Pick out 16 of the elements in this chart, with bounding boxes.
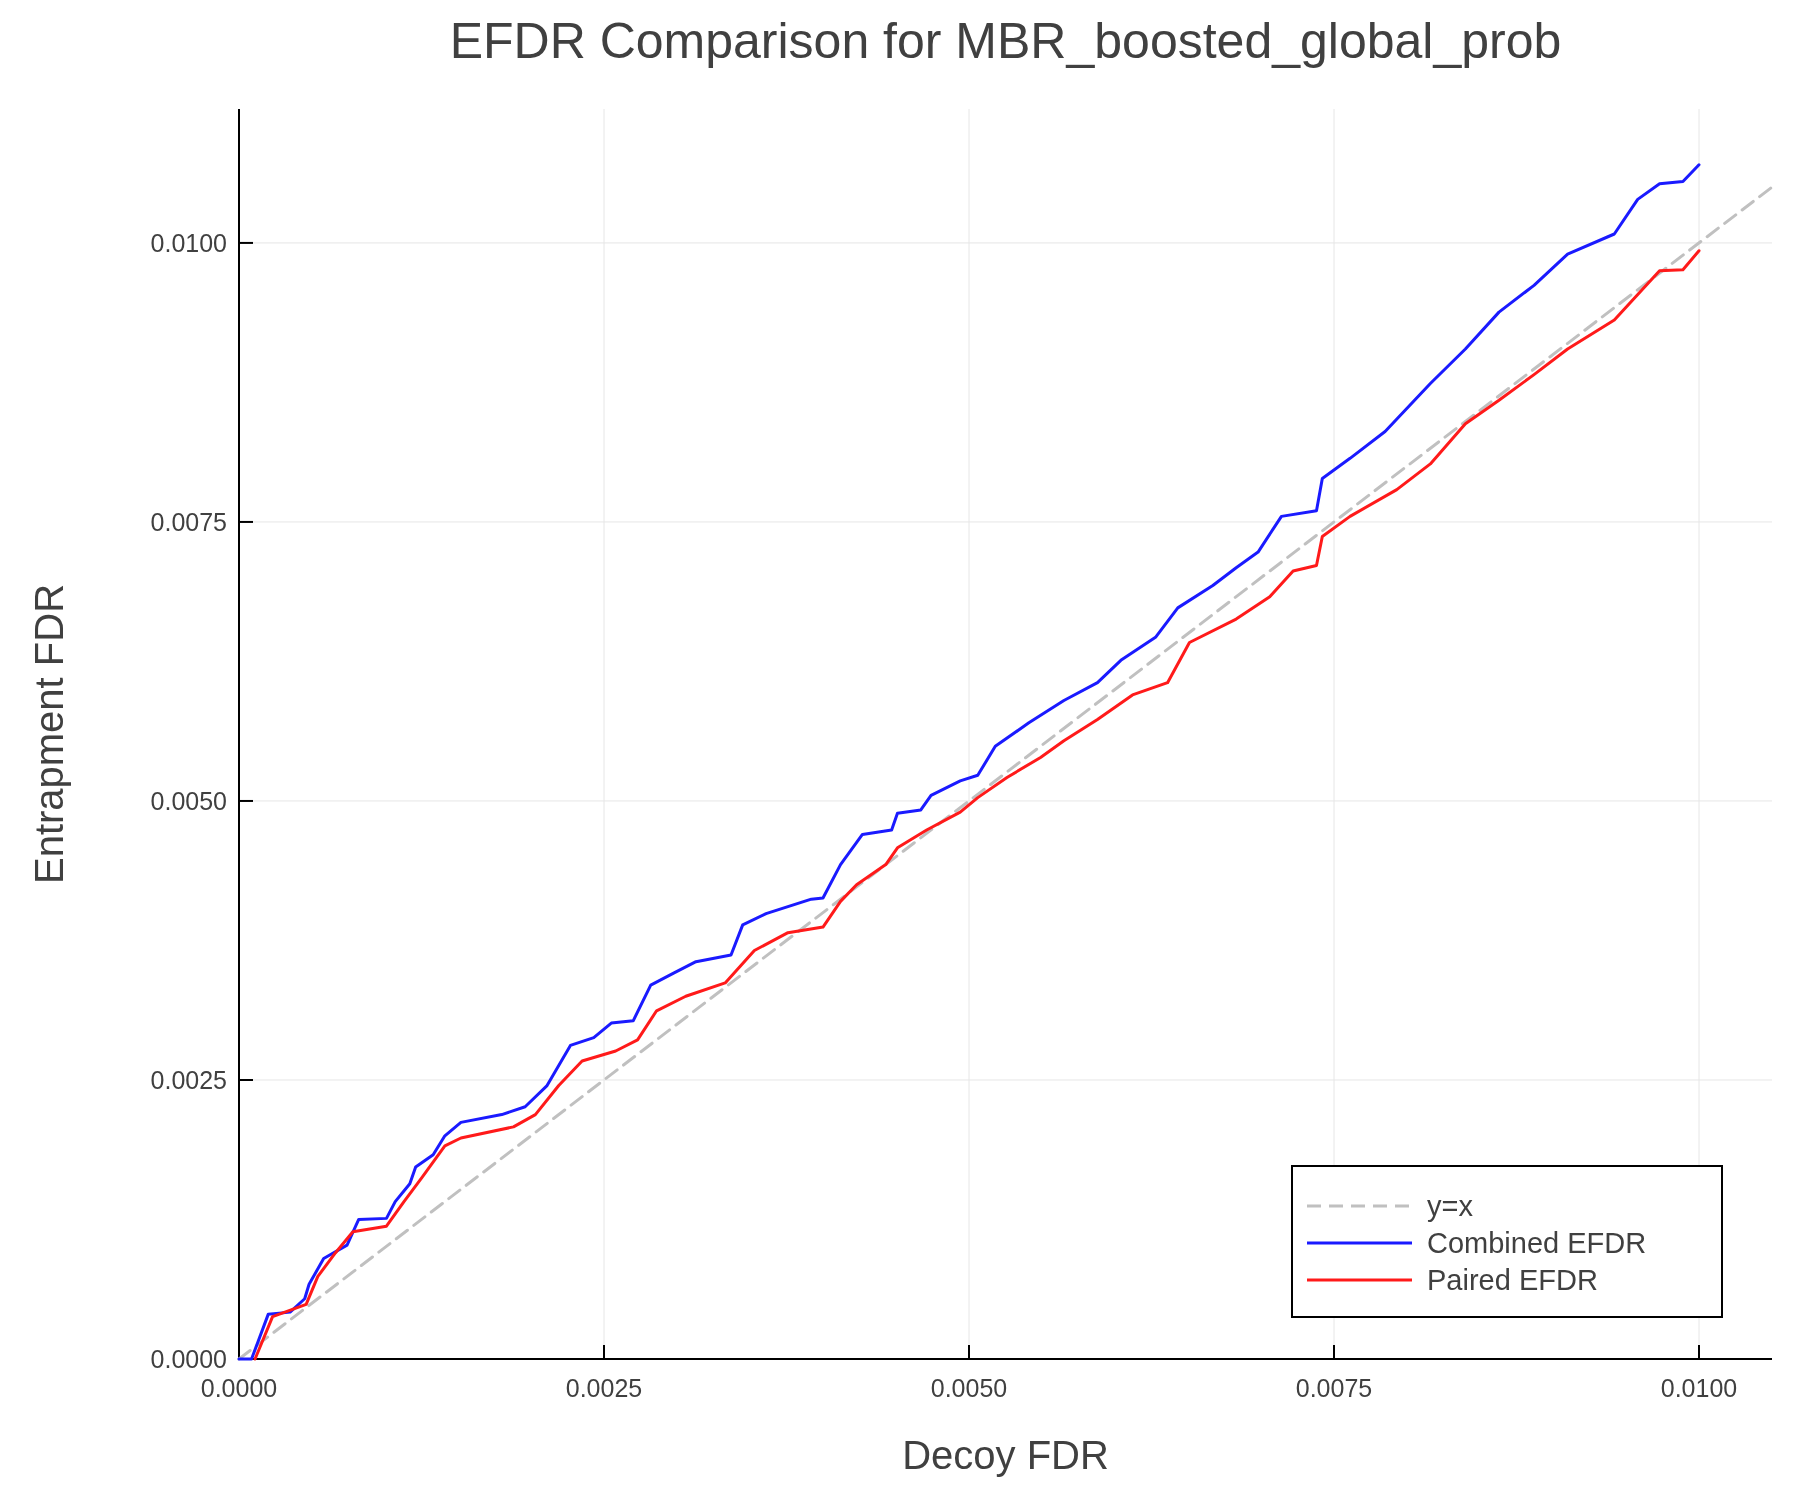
x-tick-label: 0.0025 [565,1374,643,1402]
y-tick-label: 0.0075 [150,507,227,536]
chart-title: EFDR Comparison for MBR_boosted_global_prob [449,13,1562,69]
x-axis-title: Decoy FDR [902,1433,1109,1477]
y-tick-label: 0.0100 [150,228,227,257]
y-axis-title: Entrapment FDR [27,583,71,885]
y-tick-label: 0.0025 [150,1065,227,1094]
x-tick-label: 0.0075 [1295,1374,1373,1402]
legend-label: Paired EFDR [1427,1264,1598,1296]
x-tick-label: 0.0050 [930,1374,1008,1402]
y-tick-label: 0.0050 [150,786,227,815]
legend-label: Combined EFDR [1427,1227,1647,1259]
x-tick-label: 0.0100 [1660,1374,1738,1402]
x-tick-label: 0.0000 [200,1374,278,1402]
y-tick-label: 0.0000 [150,1345,227,1373]
legend-label: y=x [1427,1190,1474,1222]
